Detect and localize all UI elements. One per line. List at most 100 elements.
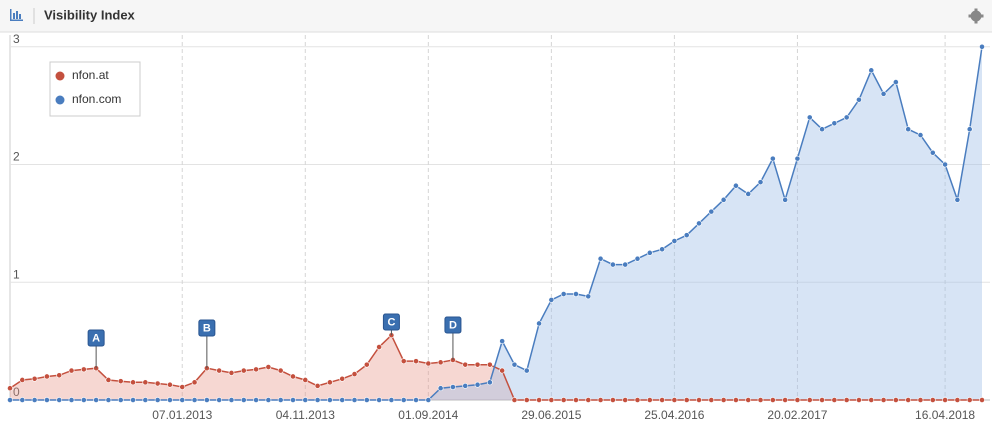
annotation-box bbox=[198, 319, 216, 337]
data-point bbox=[277, 397, 284, 403]
data-point bbox=[597, 255, 604, 262]
data-point bbox=[290, 397, 296, 403]
data-point bbox=[671, 238, 678, 244]
data-point bbox=[609, 397, 616, 403]
settings-gear[interactable] bbox=[968, 8, 984, 24]
data-point bbox=[511, 361, 518, 368]
data-point bbox=[696, 397, 702, 403]
data-point bbox=[265, 364, 272, 370]
data-point bbox=[523, 367, 530, 374]
data-point bbox=[942, 161, 948, 168]
data-point bbox=[437, 385, 444, 392]
data-point bbox=[413, 397, 419, 403]
data-point bbox=[474, 381, 481, 388]
data-point bbox=[351, 397, 358, 403]
data-point bbox=[745, 397, 752, 403]
data-point bbox=[819, 397, 825, 403]
data-point bbox=[979, 43, 985, 50]
x-tick-label: 20.02.2017 bbox=[767, 408, 827, 422]
data-point bbox=[868, 397, 875, 403]
data-point bbox=[117, 397, 124, 403]
data-point bbox=[536, 397, 542, 403]
data-point bbox=[425, 397, 432, 403]
data-point bbox=[831, 120, 838, 127]
data-point bbox=[179, 384, 186, 390]
data-point bbox=[757, 179, 764, 186]
data-point bbox=[892, 79, 899, 85]
data-point bbox=[413, 358, 419, 365]
x-tick-label: 01.09.2014 bbox=[398, 408, 458, 422]
data-point bbox=[683, 397, 690, 403]
data-point bbox=[683, 232, 690, 239]
data-point bbox=[905, 126, 912, 133]
data-point bbox=[167, 397, 173, 403]
data-point bbox=[806, 397, 813, 403]
data-point bbox=[708, 208, 715, 215]
data-point bbox=[523, 397, 530, 403]
data-point bbox=[573, 397, 579, 403]
data-point bbox=[228, 397, 235, 403]
data-point bbox=[942, 397, 948, 403]
data-point bbox=[979, 397, 985, 403]
data-point bbox=[363, 397, 370, 403]
data-point bbox=[880, 397, 887, 403]
data-point bbox=[228, 370, 235, 376]
y-tick-label: 1 bbox=[13, 267, 20, 281]
data-point bbox=[757, 397, 764, 403]
data-point bbox=[917, 397, 924, 403]
data-point bbox=[105, 377, 112, 383]
data-point bbox=[130, 379, 136, 386]
data-point bbox=[31, 375, 38, 382]
data-point bbox=[585, 293, 592, 300]
data-point bbox=[216, 367, 223, 374]
data-point bbox=[929, 149, 936, 156]
data-point bbox=[892, 397, 899, 403]
area bbox=[10, 335, 982, 400]
annotation-label: B bbox=[203, 322, 211, 334]
data-point bbox=[7, 397, 13, 403]
data-point bbox=[659, 246, 666, 253]
data-point bbox=[905, 397, 912, 403]
data-point bbox=[720, 397, 727, 403]
data-point bbox=[769, 397, 776, 403]
chart-icon bbox=[10, 9, 23, 21]
y-tick-label: 2 bbox=[13, 150, 20, 164]
data-point bbox=[794, 397, 801, 403]
data-point bbox=[819, 126, 825, 133]
data-point bbox=[843, 397, 850, 403]
data-point bbox=[696, 220, 702, 227]
legend-label: nfon.at bbox=[72, 68, 109, 82]
data-point bbox=[646, 397, 653, 403]
data-point bbox=[733, 397, 739, 403]
data-point bbox=[585, 397, 592, 403]
data-point bbox=[130, 397, 136, 403]
data-point bbox=[597, 397, 604, 403]
x-tick-label: 16.04.2018 bbox=[915, 408, 975, 422]
data-point bbox=[290, 373, 296, 380]
data-point bbox=[376, 344, 383, 350]
data-point bbox=[7, 385, 13, 392]
data-point bbox=[425, 360, 432, 367]
annotation-label: C bbox=[387, 316, 395, 328]
data-point bbox=[154, 380, 161, 387]
legend-marker bbox=[55, 95, 65, 105]
data-point bbox=[843, 114, 850, 121]
data-point bbox=[68, 397, 75, 403]
data-point bbox=[19, 397, 26, 403]
data-point bbox=[794, 155, 801, 162]
data-point bbox=[253, 397, 259, 403]
data-point bbox=[880, 90, 887, 97]
y-tick-label: 0 bbox=[13, 385, 20, 399]
data-point bbox=[240, 397, 247, 403]
data-point bbox=[277, 367, 284, 374]
data-point bbox=[806, 114, 813, 121]
data-point bbox=[400, 358, 407, 365]
data-point bbox=[351, 371, 358, 377]
data-point bbox=[782, 397, 789, 403]
data-point bbox=[376, 397, 383, 403]
x-tick-label: 07.01.2013 bbox=[152, 408, 212, 422]
data-point bbox=[536, 320, 542, 327]
data-point bbox=[80, 366, 87, 373]
plot-area: 0 1 2 3 07.01.2013 04.11.2013 01.09.2014 29.06.… bbox=[7, 32, 990, 422]
data-point bbox=[966, 126, 973, 133]
